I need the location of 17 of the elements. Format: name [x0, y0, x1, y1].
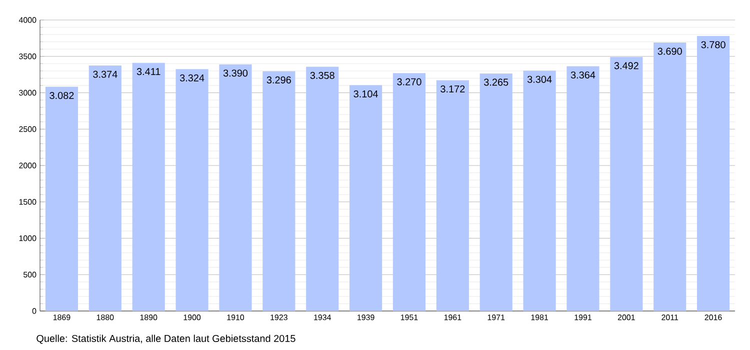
- data-label: 3.265: [484, 78, 508, 86]
- data-label: 3.780: [701, 41, 726, 48]
- data-label: 3.270: [397, 78, 422, 86]
- data-label: 3.374: [93, 70, 118, 78]
- data-label: 3.364: [570, 71, 596, 79]
- data-label: 3.390: [223, 70, 248, 77]
- source-note: Quelle: Statistik Austria, alle Daten laut Gebietsstand 2015: [36, 334, 296, 344]
- data-label: 3.690: [658, 48, 682, 55]
- data-label: 3.358: [310, 72, 334, 79]
- data-label: 3.304: [527, 76, 552, 83]
- data-label: 3.172: [440, 85, 465, 92]
- data-label: 3.492: [614, 62, 638, 70]
- data-label: 3.324: [180, 74, 204, 82]
- data-label: 3.082: [50, 92, 74, 100]
- data-label: 3.411: [136, 68, 160, 76]
- data-label: 3.104: [354, 90, 378, 98]
- data-label: 3.296: [266, 76, 291, 84]
